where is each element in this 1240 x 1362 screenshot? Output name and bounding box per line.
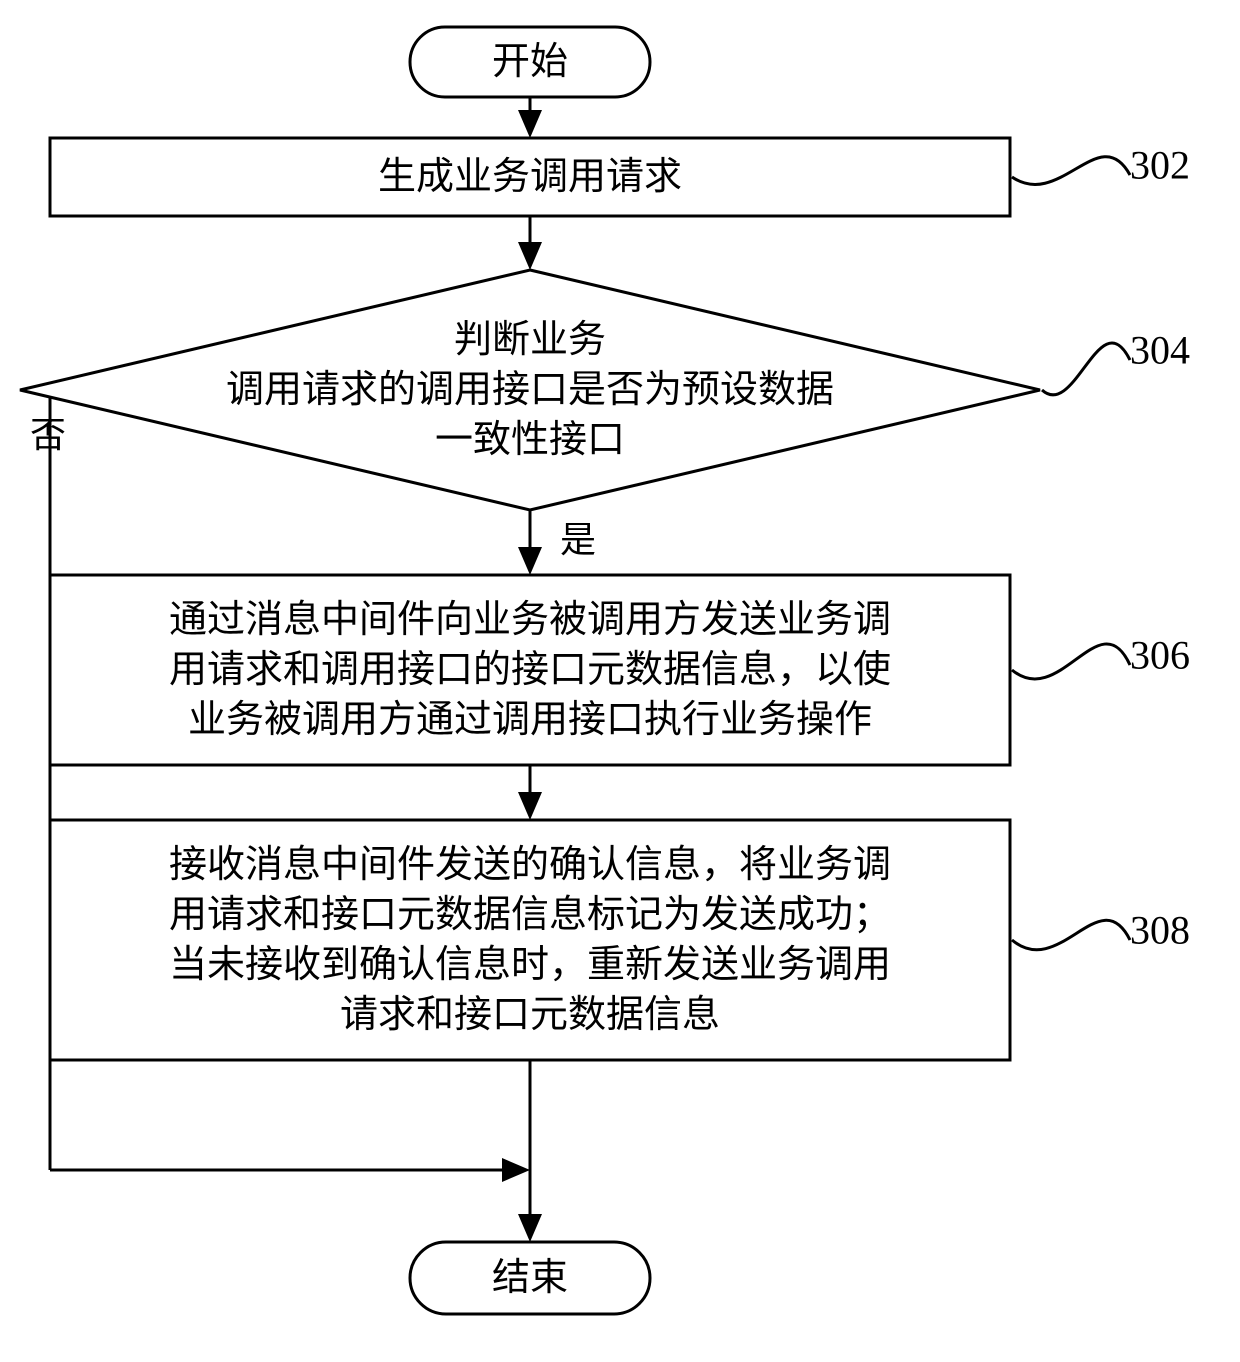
node-text-line: 接收消息中间件发送的确认信息，将业务调 xyxy=(169,844,891,886)
node-text-line: 请求和接口元数据信息 xyxy=(340,994,720,1036)
ref-connector xyxy=(1012,157,1130,185)
ref-connector xyxy=(1012,920,1130,949)
edge-label: 是 xyxy=(560,520,596,560)
node-text-line: 用请求和调用接口的接口元数据信息，以使 xyxy=(169,649,891,691)
node-text-line: 业务被调用方通过调用接口执行业务操作 xyxy=(188,699,872,741)
node-text-line: 当未接收到确认信息时，重新发送业务调用 xyxy=(169,944,891,986)
ref-number-n306: 306 xyxy=(1130,633,1190,678)
edge-label-no: 否 xyxy=(30,415,66,455)
ref-connector xyxy=(1012,644,1130,679)
node-text-line: 一致性接口 xyxy=(435,419,625,461)
node-text-line: 通过消息中间件向业务被调用方发送业务调 xyxy=(169,599,891,641)
node-text-line: 用请求和接口元数据信息标记为发送成功； xyxy=(169,894,891,936)
ref-number-n304: 304 xyxy=(1130,328,1190,373)
node-text-line: 生成业务调用请求 xyxy=(378,156,682,198)
node-text-line: 调用请求的调用接口是否为预设数据 xyxy=(226,369,834,411)
terminator-label: 结束 xyxy=(492,1257,568,1299)
terminator-label: 开始 xyxy=(492,41,568,83)
ref-connector xyxy=(1042,343,1130,395)
node-text-line: 判断业务 xyxy=(454,319,606,361)
ref-number-n308: 308 xyxy=(1130,908,1190,953)
ref-number-n302: 302 xyxy=(1130,143,1190,188)
